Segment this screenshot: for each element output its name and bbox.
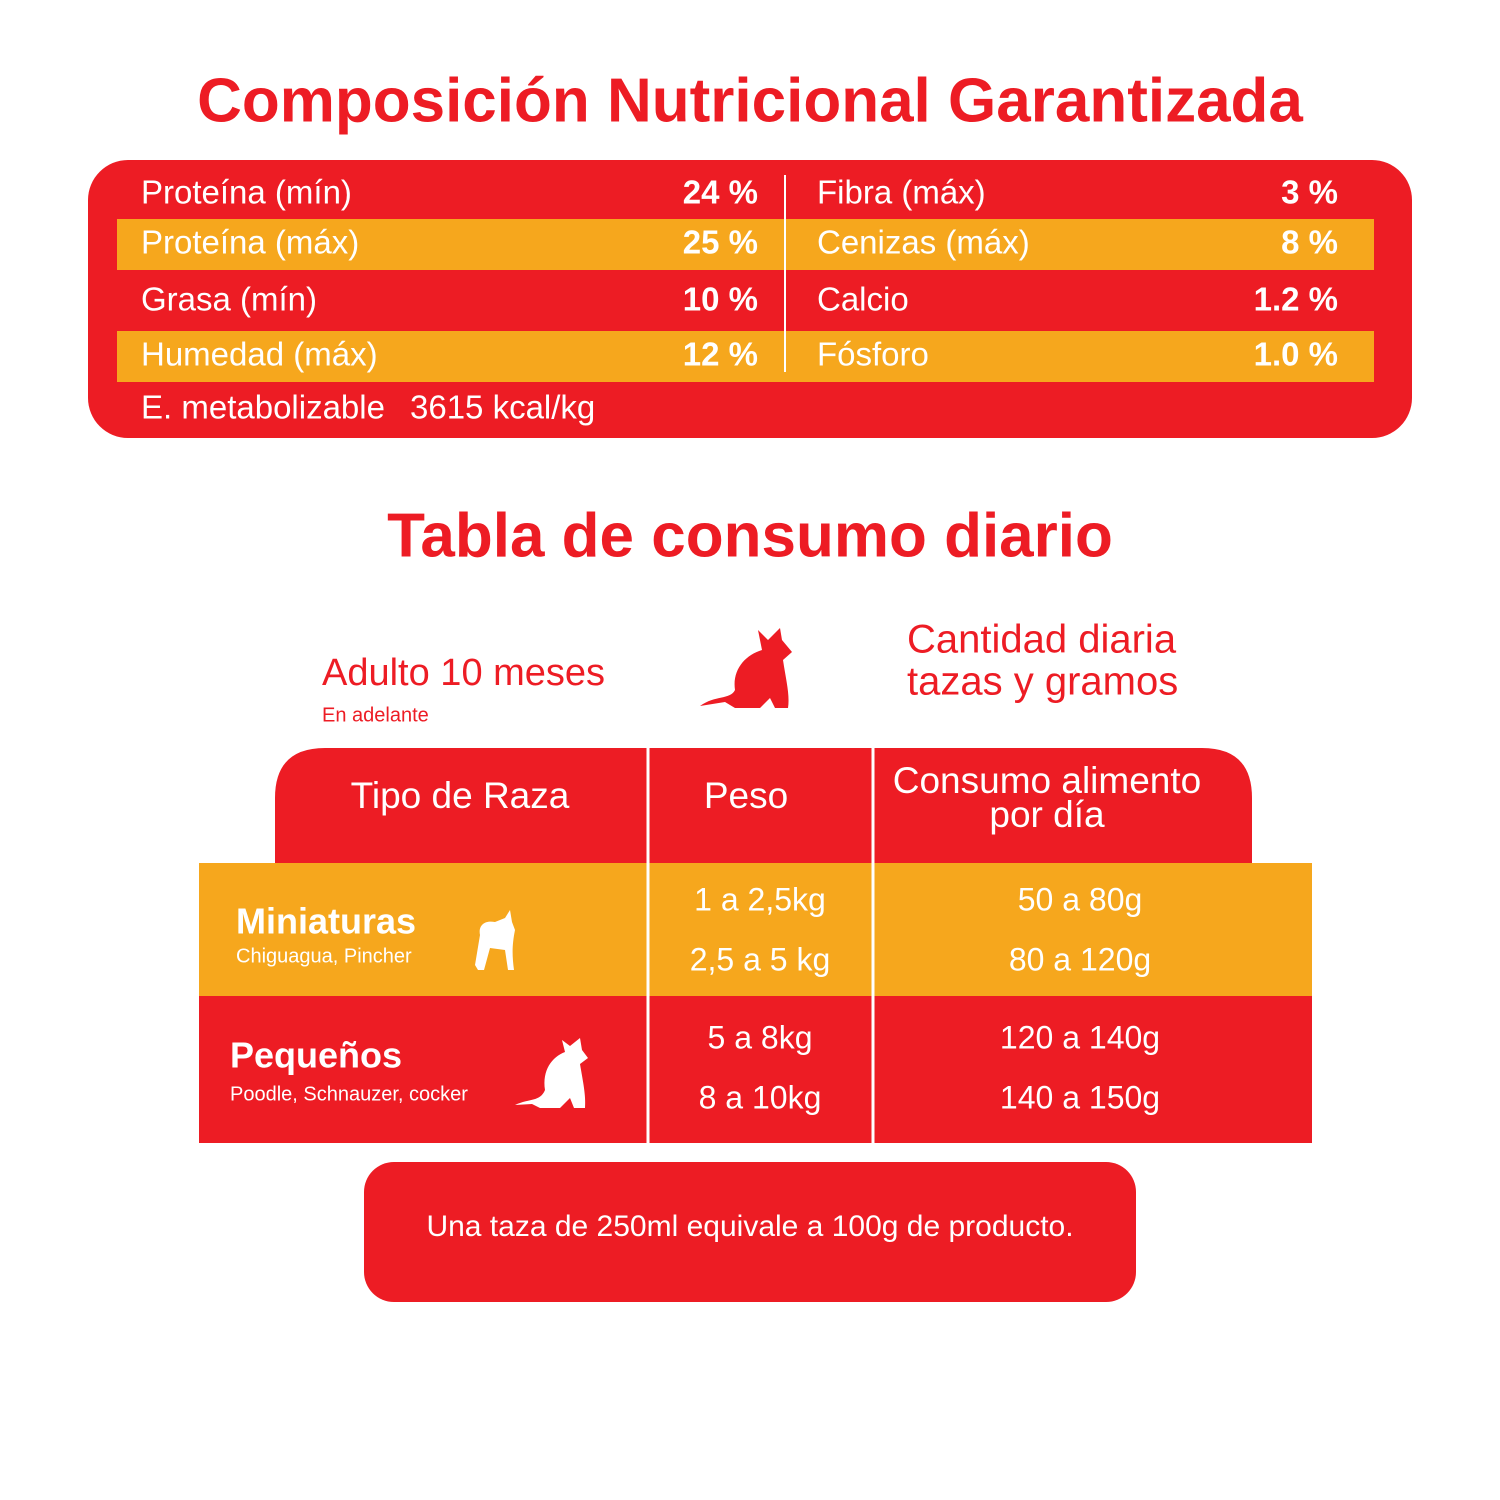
- breed-examples: Poodle, Schnauzer, cocker: [230, 1083, 468, 1105]
- quantity-line: Cantidad diaria: [907, 618, 1177, 662]
- nutrient-value: 12 %: [683, 336, 758, 373]
- nutrient-label: Proteína (máx): [141, 224, 359, 261]
- nutrient-value: 1.0 %: [1254, 336, 1338, 373]
- row-band: [199, 863, 1312, 996]
- dog-icon: [515, 1038, 588, 1108]
- weight: 8 a 10kg: [699, 1079, 822, 1115]
- daily-amount: 120 a 140g: [1000, 1019, 1160, 1055]
- daily-amount: 80 a 120g: [1009, 941, 1151, 977]
- nutrient-label: Cenizas (máx): [817, 224, 1030, 261]
- header: Peso: [704, 775, 788, 816]
- header: por día: [989, 794, 1105, 835]
- age-subtitle: En adelante: [322, 704, 429, 726]
- row-band: [199, 996, 1312, 1143]
- weight: 1 a 2,5kg: [694, 881, 826, 917]
- note: Una taza de 250ml equivale a 100g de pro…: [426, 1210, 1073, 1243]
- quantity-line: tazas y gramos: [907, 660, 1178, 704]
- nutrient-label: Humedad (máx): [141, 336, 378, 373]
- title: Composición Nutricional Garantizada: [197, 66, 1303, 135]
- table-body: Miniaturas Chiguagua, Pincher 1 a 2,5kg 50 …: [230, 881, 1160, 1115]
- nutrient-value: 25 %: [683, 224, 758, 261]
- header: Tipo de Raza: [351, 775, 570, 816]
- breed-examples: Chiguagua, Pincher: [236, 945, 412, 967]
- nutrient-label: Fósforo: [817, 336, 929, 373]
- nutrient-value: 3 %: [1281, 174, 1338, 211]
- note-box: [364, 1162, 1136, 1302]
- dog-icon: [700, 628, 792, 708]
- band: [117, 219, 1374, 270]
- nutrient-value: 24 %: [683, 174, 758, 211]
- breed-group: Miniaturas: [236, 901, 416, 942]
- breed-group: Pequeños: [230, 1035, 402, 1076]
- nutrient-label: Grasa (mín): [141, 281, 317, 318]
- weight: 5 a 8kg: [708, 1019, 813, 1055]
- title: Tabla de consumo diario: [387, 501, 1113, 570]
- nutrient-value: 10 %: [683, 281, 758, 318]
- energy-value: 3615 kcal/kg: [410, 389, 595, 426]
- nutrition-rows: Proteína (mín) 24 % Fibra (máx) 3 % Proteína…: [141, 174, 1338, 373]
- daily-amount: 50 a 80g: [1018, 881, 1143, 917]
- nutrient-label: Calcio: [817, 281, 909, 318]
- age-title: Adulto 10 meses: [322, 652, 605, 694]
- nutrient-value: 1.2 %: [1254, 281, 1338, 318]
- dog-icon: [475, 910, 515, 970]
- daily-amount: 140 a 150g: [1000, 1079, 1160, 1115]
- weight: 2,5 a 5 kg: [690, 941, 831, 977]
- table-header: [275, 748, 1252, 863]
- header: Consumo alimento: [893, 760, 1201, 801]
- nutrient-value: 8 %: [1281, 224, 1338, 261]
- nutrient-label: Proteína (mín): [141, 174, 352, 211]
- nutrient-label: Fibra (máx): [817, 174, 986, 211]
- band: [117, 331, 1374, 382]
- energy-label: E. metabolizable: [141, 389, 385, 426]
